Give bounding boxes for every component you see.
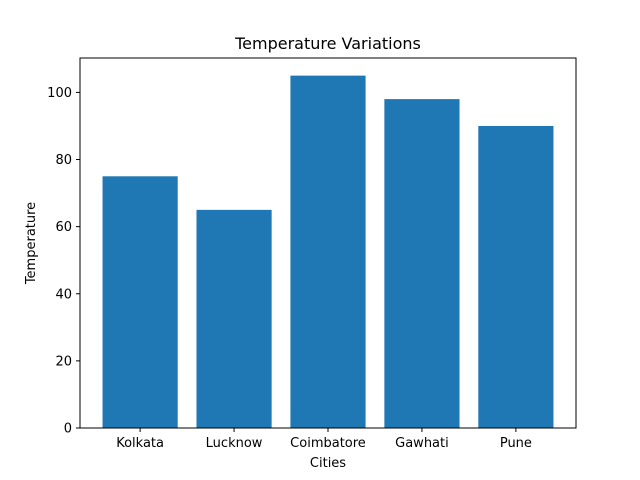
bar-coimbatore (290, 75, 366, 428)
bar-kolkata (102, 176, 178, 428)
x-tick-label: Lucknow (206, 436, 263, 451)
y-tick-label: 0 (64, 422, 72, 437)
y-axis-label: Temperature (24, 202, 39, 285)
x-axis-label: Cities (310, 456, 346, 471)
x-axis-ticks: Kolkata Lucknow Coimbatore Gawhati Pune (116, 428, 532, 451)
x-tick-label: Kolkata (116, 436, 164, 451)
bar-gawhati (384, 99, 460, 428)
x-tick-label: Coimbatore (290, 436, 366, 451)
x-tick-label: Gawhati (395, 436, 449, 451)
y-axis-ticks: 0 20 40 60 80 100 (47, 86, 80, 437)
y-tick-label: 20 (55, 354, 72, 369)
bar-lucknow (196, 209, 272, 428)
bars-group (102, 75, 554, 429)
x-tick-label: Pune (500, 436, 532, 451)
chart-title: Temperature Variations (234, 34, 421, 53)
y-tick-label: 60 (55, 220, 72, 235)
y-tick-label: 100 (47, 86, 72, 101)
y-tick-label: 40 (55, 287, 72, 302)
bar-pune (478, 125, 554, 429)
y-tick-label: 80 (55, 153, 72, 168)
